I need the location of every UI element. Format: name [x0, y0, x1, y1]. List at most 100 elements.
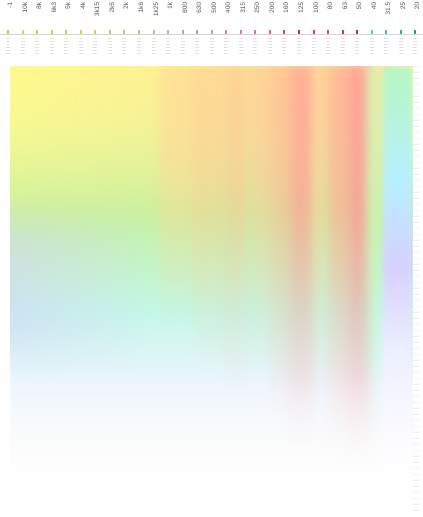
frequency-label: 2k5 [104, 0, 116, 36]
frequency-label: 40 [366, 0, 378, 36]
frequency-tick [239, 30, 242, 34]
frequency-sub-mark [6, 38, 10, 56]
frequency-label: 315 [235, 0, 247, 36]
frequency-sub-mark [398, 38, 403, 56]
frequency-sub-mark [340, 38, 345, 56]
frequency-sub-mark [369, 38, 374, 56]
frequency-tick [79, 30, 82, 34]
frequency-label: 160 [278, 0, 290, 36]
frequency-sub-mark [238, 38, 243, 56]
frequency-label: 4k [75, 0, 87, 36]
frequency-label: 6k3 [46, 0, 58, 36]
frequency-axis: -1 10k 8k 6k3 5k 4k 3k15 2k5 2k 1k6 1k25 1k 800 630 50… [0, 0, 423, 36]
frequency-label-text: 50 [356, 2, 364, 10]
spectrogram-bottom-fade [10, 66, 413, 512]
frequency-tick [36, 30, 39, 34]
frequency-tick [210, 30, 213, 34]
frequency-tick [298, 30, 300, 34]
frequency-sub-mark [107, 38, 112, 56]
axis-divider [0, 34, 423, 35]
frequency-label: 80 [322, 0, 334, 36]
frequency-sub-mark [267, 38, 272, 56]
frequency-label: 200 [264, 0, 276, 36]
frequency-sub-mark [311, 38, 316, 56]
frequency-sub-mark [224, 38, 229, 56]
frequency-tick [370, 30, 373, 34]
frequency-sub-mark [326, 38, 331, 56]
frequency-label-text: 1k6 [137, 2, 145, 13]
frequency-label-text: 315 [239, 2, 247, 13]
frequency-label: 5k [60, 0, 72, 36]
frequency-label-text: 400 [225, 2, 233, 13]
frequency-tick [341, 30, 344, 34]
frequency-tick [50, 30, 53, 34]
frequency-tick [196, 30, 199, 34]
frequency-sub-mark [384, 38, 389, 56]
frequency-label: 500 [206, 0, 218, 36]
frequency-label-text: -1 [7, 2, 14, 8]
frequency-label-text: 40 [370, 2, 378, 10]
frequency-label-text: 250 [254, 2, 262, 13]
frequency-sub-mark [413, 38, 418, 56]
frequency-tick [414, 30, 417, 34]
frequency-label-text: 500 [210, 2, 218, 13]
frequency-sub-mark [64, 38, 69, 56]
frequency-tick [268, 30, 271, 34]
frequency-label-text: 3k15 [94, 2, 102, 17]
frequency-label: 2k [118, 0, 130, 36]
spectrogram-canvas[interactable] [10, 66, 413, 512]
frequency-label: 50 [351, 0, 363, 36]
frequency-label-text: 31.5 [385, 2, 393, 15]
frequency-sub-mark [136, 38, 141, 56]
frequency-tick [356, 30, 359, 34]
frequency-label: 25 [395, 0, 407, 36]
frequency-label-text: 2k [123, 2, 131, 9]
frequency-label-text: 10k [21, 2, 29, 13]
frequency-subrow [0, 38, 423, 60]
frequency-tick [108, 30, 111, 34]
frequency-sub-mark [180, 38, 185, 56]
frequency-label-text: 800 [181, 2, 189, 13]
canvas-right-ruler [413, 66, 419, 512]
frequency-sub-mark [355, 38, 360, 56]
frequency-label: 31.5 [380, 0, 392, 36]
frequency-sub-mark [78, 38, 83, 56]
frequency-label-text: 1k [167, 2, 175, 9]
frequency-label-text: 125 [298, 2, 305, 13]
frequency-sub-mark [122, 38, 127, 56]
frequency-label-text: 200 [268, 2, 276, 13]
frequency-label-text: 160 [283, 2, 291, 13]
frequency-label-text: 1k25 [152, 2, 160, 17]
frequency-label: 400 [220, 0, 232, 36]
frequency-label: 1k25 [148, 0, 160, 36]
frequency-label: 630 [191, 0, 203, 36]
frequency-label-text: 25 [399, 2, 407, 10]
frequency-label: 63 [337, 0, 349, 36]
frequency-tick [7, 30, 9, 34]
frequency-tick [385, 30, 388, 34]
frequency-label-text: 630 [196, 2, 204, 13]
frequency-label-text: 20 [414, 2, 422, 10]
frequency-label: 1k6 [133, 0, 145, 36]
frequency-tick [225, 30, 228, 34]
frequency-label: 800 [177, 0, 189, 36]
frequency-tick [137, 30, 140, 34]
frequency-sub-mark [297, 38, 301, 56]
frequency-tick [312, 30, 315, 34]
frequency-sub-mark [209, 38, 214, 56]
frequency-label-text: 63 [341, 2, 349, 10]
frequency-label-text: 100 [312, 2, 320, 13]
frequency-tick [283, 30, 286, 34]
frequency-tick [21, 30, 24, 34]
frequency-label: 20 [409, 0, 421, 36]
frequency-tick [152, 30, 155, 34]
frequency-label: 100 [308, 0, 320, 36]
frequency-sub-mark [151, 38, 156, 56]
frequency-tick [181, 30, 184, 34]
frequency-tick [167, 30, 170, 34]
frequency-sub-mark [35, 38, 40, 56]
frequency-tick [254, 30, 257, 34]
frequency-sub-mark [195, 38, 200, 56]
frequency-tick [65, 30, 68, 34]
